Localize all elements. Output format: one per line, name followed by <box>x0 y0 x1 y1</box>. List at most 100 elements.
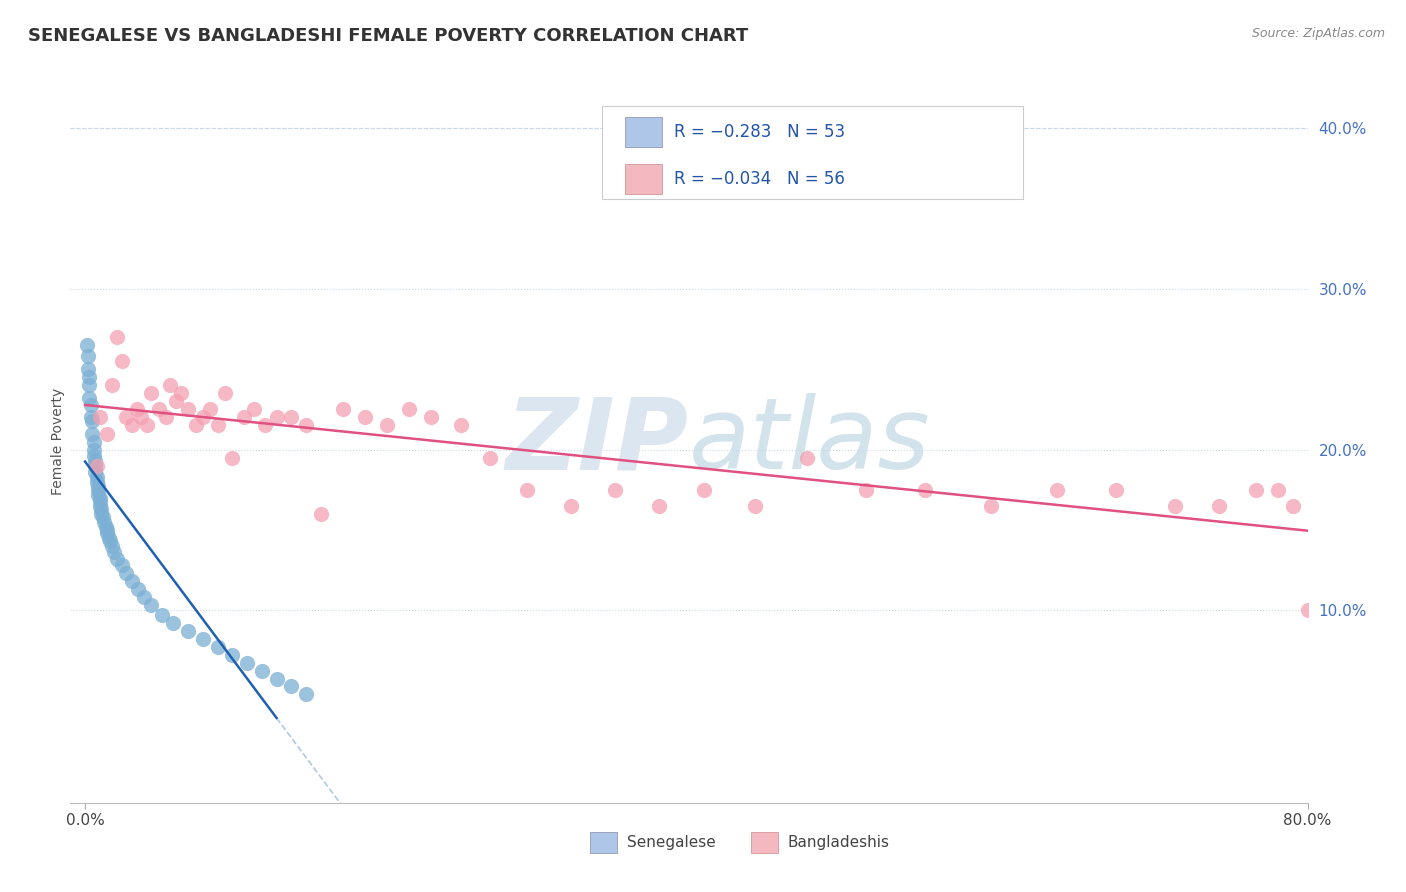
FancyBboxPatch shape <box>624 164 662 194</box>
Point <box>1164 499 1187 513</box>
Text: ZIP: ZIP <box>506 393 689 490</box>
Point <box>253 418 276 433</box>
Point <box>96 526 118 541</box>
Point <box>148 402 170 417</box>
Point <box>1105 483 1128 497</box>
Point <box>398 402 420 417</box>
Text: Bangladeshis: Bangladeshis <box>787 835 890 850</box>
Point <box>97 531 120 545</box>
Point <box>89 410 111 425</box>
Y-axis label: Female Poverty: Female Poverty <box>51 388 65 495</box>
Point <box>295 687 318 701</box>
Point <box>125 402 148 417</box>
Text: atlas: atlas <box>689 393 931 490</box>
Point <box>94 519 117 533</box>
Point <box>159 378 181 392</box>
Point <box>87 479 110 493</box>
Point <box>221 450 243 465</box>
Point <box>214 386 236 401</box>
Point <box>84 454 107 468</box>
Point <box>560 499 582 513</box>
Point <box>1208 499 1230 513</box>
Point <box>93 515 115 529</box>
Point <box>103 545 125 559</box>
Point <box>80 410 103 425</box>
Point <box>115 410 138 425</box>
Point <box>221 648 243 662</box>
Point <box>107 551 129 566</box>
Point <box>82 426 104 441</box>
Point <box>82 414 104 428</box>
Point <box>855 483 877 497</box>
Point <box>84 458 107 473</box>
Point <box>207 640 229 654</box>
Point <box>177 402 200 417</box>
FancyBboxPatch shape <box>624 117 662 147</box>
Point <box>80 398 103 412</box>
Text: R = −0.034   N = 56: R = −0.034 N = 56 <box>673 170 845 188</box>
Point <box>150 607 173 622</box>
Point <box>86 470 108 484</box>
Point <box>90 502 112 516</box>
Point <box>266 410 288 425</box>
Point <box>233 410 256 425</box>
Point <box>83 442 105 457</box>
Point <box>354 410 377 425</box>
Point <box>141 386 163 401</box>
Point <box>450 418 472 433</box>
Point <box>84 465 107 479</box>
Point <box>243 402 266 417</box>
Point <box>1296 603 1319 617</box>
Point <box>79 391 101 405</box>
Point <box>1046 483 1069 497</box>
Point <box>165 394 187 409</box>
Point <box>135 418 157 433</box>
Point <box>77 350 100 364</box>
Point <box>141 599 163 613</box>
Point <box>121 418 143 433</box>
Point <box>96 426 118 441</box>
Point <box>89 491 111 505</box>
Point <box>115 566 138 581</box>
Point <box>236 656 259 670</box>
Point <box>1282 499 1305 513</box>
Point <box>516 483 538 497</box>
Point <box>295 418 318 433</box>
Point <box>280 410 302 425</box>
Text: Source: ZipAtlas.com: Source: ZipAtlas.com <box>1251 27 1385 40</box>
Point <box>87 487 110 501</box>
Point <box>121 574 143 589</box>
Point <box>1244 483 1267 497</box>
FancyBboxPatch shape <box>591 831 617 854</box>
Point <box>98 534 121 549</box>
Point <box>87 483 110 497</box>
Point <box>79 370 101 384</box>
Point <box>280 679 302 693</box>
Point <box>332 402 354 417</box>
Text: R = −0.283   N = 53: R = −0.283 N = 53 <box>673 123 845 141</box>
FancyBboxPatch shape <box>602 105 1024 200</box>
Text: SENEGALESE VS BANGLADESHI FEMALE POVERTY CORRELATION CHART: SENEGALESE VS BANGLADESHI FEMALE POVERTY… <box>28 27 748 45</box>
Point <box>309 507 332 521</box>
Point <box>132 591 155 605</box>
Point <box>100 378 122 392</box>
Point <box>207 418 229 433</box>
Point <box>86 475 108 489</box>
Point <box>111 558 134 573</box>
Point <box>479 450 502 465</box>
Point <box>744 499 766 513</box>
Point <box>648 499 671 513</box>
Point <box>83 449 105 463</box>
Point <box>914 483 936 497</box>
Point <box>200 402 222 417</box>
Point <box>96 523 118 537</box>
Point <box>76 338 98 352</box>
Point <box>100 539 122 553</box>
Point <box>692 483 714 497</box>
Point <box>91 510 114 524</box>
Point <box>191 632 214 646</box>
Point <box>129 410 152 425</box>
Point <box>77 362 100 376</box>
Point <box>162 615 184 630</box>
Point <box>796 450 818 465</box>
